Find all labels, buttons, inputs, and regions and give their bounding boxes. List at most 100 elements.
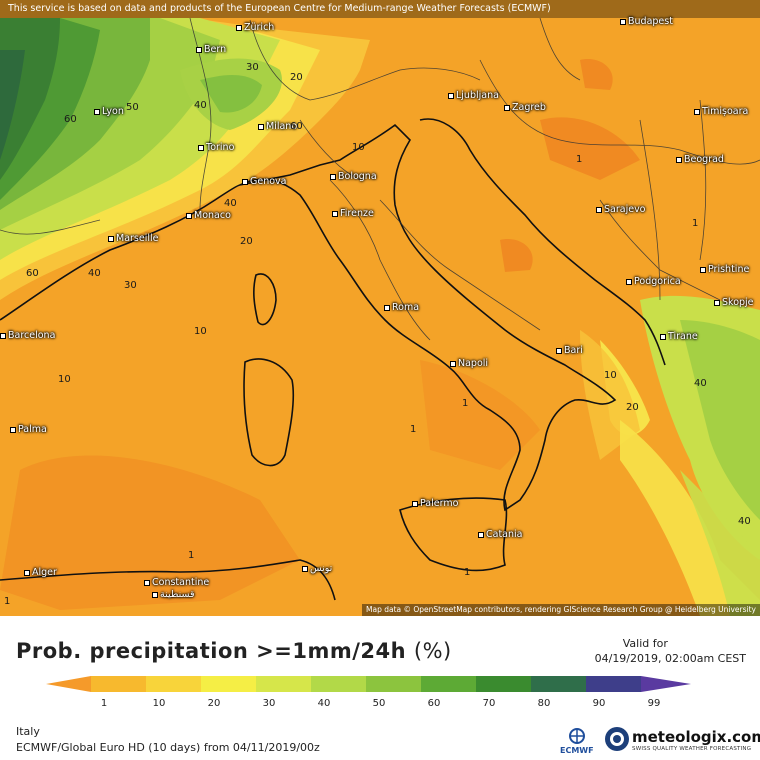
- city-name: Bologna: [338, 171, 377, 182]
- legend-right-arrow: [641, 676, 691, 692]
- legend-tick-label: 40: [317, 698, 331, 709]
- contour-value-label: 1: [692, 218, 699, 229]
- city-name: Sarajevo: [604, 204, 646, 215]
- title-unit: (%): [413, 639, 452, 663]
- contour-value-label: 20: [240, 236, 253, 247]
- city-label: Beograd: [676, 154, 724, 165]
- city-name: Constantine: [152, 577, 210, 588]
- city-label: Podgorica: [626, 276, 681, 287]
- city-marker-icon: [196, 46, 202, 53]
- meteologix-logo[interactable]: meteologix.com SWISS QUALITY WEATHER FOR…: [604, 726, 760, 756]
- valid-for-label: Valid for: [622, 637, 668, 650]
- meteologix-tagline: SWISS QUALITY WEATHER FORECASTING: [632, 746, 752, 752]
- legend-swatch: [476, 676, 531, 692]
- map-attribution[interactable]: Map data © OpenStreetMap contributors, r…: [362, 604, 760, 616]
- contour-value-label: 1: [410, 424, 417, 435]
- city-marker-icon: [144, 579, 150, 586]
- legend-tick-label: 70: [482, 698, 496, 709]
- city-marker-icon: [450, 360, 456, 367]
- city-label: Palma: [10, 424, 47, 435]
- city-name: Tirane: [668, 331, 698, 342]
- city-marker-icon: [0, 332, 6, 339]
- city-name: Firenze: [340, 208, 374, 219]
- contour-value-label: 50: [126, 102, 139, 113]
- model-run-label: ECMWF/Global Euro HD (10 days) from 04/1…: [16, 741, 320, 754]
- city-name: Ljubljana: [456, 90, 499, 101]
- city-name: Lyon: [102, 106, 124, 117]
- legend-swatch: [531, 676, 586, 692]
- legend-swatch: [311, 676, 366, 692]
- legend-tick-label: 90: [592, 698, 606, 709]
- city-name: Marseille: [116, 233, 159, 244]
- city-label: Genova: [242, 176, 286, 187]
- city-marker-icon: [700, 266, 706, 273]
- city-name: Catania: [486, 529, 523, 540]
- city-name: Timișoara: [702, 106, 749, 117]
- ecmwf-globe-icon: [568, 728, 585, 744]
- city-label: Napoli: [450, 358, 488, 369]
- city-label: Lyon: [94, 106, 124, 117]
- city-name: Torino: [206, 142, 235, 153]
- city-marker-icon: [504, 104, 510, 111]
- city-label: Catania: [478, 529, 522, 540]
- city-name: Bari: [564, 345, 583, 356]
- legend-swatch: [586, 676, 641, 692]
- city-label: Bari: [556, 345, 583, 356]
- contour-value-label: 40: [88, 268, 101, 279]
- city-name: Podgorica: [634, 276, 681, 287]
- city-label: Alger: [24, 567, 57, 578]
- legend-tick-label: 1: [100, 698, 108, 709]
- city-name: Prishtine: [708, 264, 750, 275]
- contour-value-label: 60: [64, 114, 77, 125]
- city-label: Bern: [196, 44, 226, 55]
- precipitation-map[interactable]: This service is based on data and produc…: [0, 0, 760, 616]
- legend-swatch: [146, 676, 201, 692]
- contour-value-label: 1: [462, 398, 469, 409]
- city-marker-icon: [330, 173, 336, 180]
- ecmwf-logo[interactable]: ECMWF: [560, 728, 594, 755]
- city-label: Marseille: [108, 233, 158, 244]
- city-marker-icon: [198, 144, 204, 151]
- city-marker-icon: [448, 92, 454, 99]
- legend-color-bar: [46, 676, 691, 692]
- city-marker-icon: [236, 24, 242, 31]
- city-label: Palermo: [412, 498, 458, 509]
- legend-tick-label: 80: [537, 698, 551, 709]
- contour-value-label: 10: [352, 142, 365, 153]
- city-name: Beograd: [684, 154, 724, 165]
- city-name: Palma: [18, 424, 47, 435]
- contour-value-label: 60: [26, 268, 39, 279]
- city-label: Bologna: [330, 171, 377, 182]
- city-name: Zagreb: [512, 102, 546, 113]
- legend-tick-label: 10: [152, 698, 166, 709]
- contour-value-label: 10: [58, 374, 71, 385]
- city-name: Napoli: [458, 358, 489, 369]
- city-marker-icon: [556, 347, 562, 354]
- city-name: Barcelona: [8, 330, 56, 341]
- contour-value-label: 30: [124, 280, 137, 291]
- city-marker-icon: [596, 206, 602, 213]
- valid-date: 04/19/2019, 02:00am CEST: [594, 652, 746, 665]
- contour-value-label: 1: [576, 154, 583, 165]
- city-label: Budapest: [620, 16, 673, 27]
- contour-value-label: 1: [464, 567, 471, 578]
- city-name: Palermo: [420, 498, 459, 509]
- city-marker-icon: [332, 210, 338, 217]
- legend-tick-label: 20: [207, 698, 221, 709]
- city-name: Monaco: [194, 210, 231, 221]
- city-marker-icon: [186, 212, 192, 219]
- city-label: Barcelona: [0, 330, 55, 341]
- city-marker-icon: [10, 426, 16, 433]
- city-marker-icon: [412, 500, 418, 507]
- city-label: Milano: [258, 121, 297, 132]
- city-label: Constantine: [144, 577, 209, 588]
- contour-value-label: 60: [290, 121, 303, 132]
- title-text: Prob. precipitation >=1mm/24h: [16, 639, 407, 663]
- city-label: Ljubljana: [448, 90, 499, 101]
- legend-swatch: [256, 676, 311, 692]
- city-label: تونس: [302, 563, 332, 574]
- city-marker-icon: [478, 531, 484, 538]
- map-fill: [0, 17, 760, 616]
- city-label: Torino: [198, 142, 234, 153]
- meteologix-mark-icon: [605, 727, 629, 751]
